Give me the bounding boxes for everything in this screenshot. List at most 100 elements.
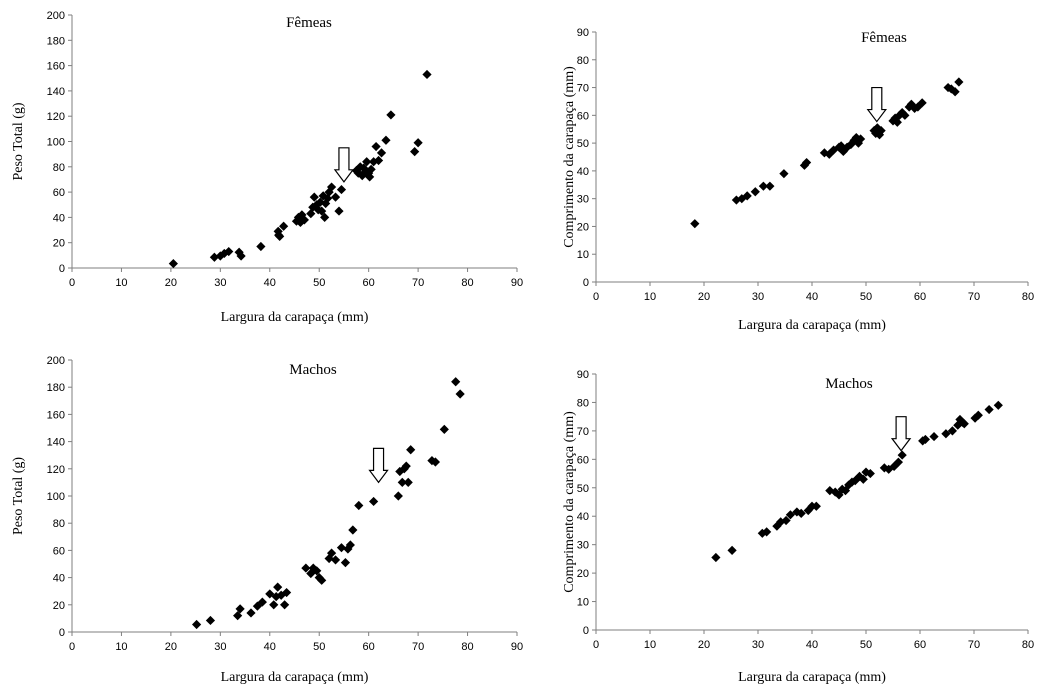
data-point bbox=[330, 555, 341, 565]
x-tick-label: 10 bbox=[115, 641, 127, 653]
x-tick-label: 20 bbox=[698, 639, 710, 651]
data-point bbox=[897, 107, 907, 118]
data-point bbox=[224, 246, 234, 257]
data-point bbox=[205, 615, 216, 626]
data-point bbox=[280, 600, 290, 610]
y-tick-label: 10 bbox=[577, 249, 589, 261]
x-tick-label: 0 bbox=[593, 639, 599, 651]
x-tick-label: 50 bbox=[313, 641, 325, 653]
x-axis-title: Largura da carapaça (mm) bbox=[221, 670, 369, 685]
data-point bbox=[861, 467, 871, 477]
y-tick-label: 200 bbox=[47, 355, 65, 367]
data-point bbox=[365, 172, 375, 182]
data-point bbox=[299, 215, 309, 225]
y-tick-label: 90 bbox=[577, 27, 589, 39]
data-point bbox=[269, 600, 279, 610]
data-point bbox=[345, 540, 355, 550]
chart-panel-2: 0 10 20 30 40 50 60 70 80 90 0 10 20 30 40 50 60 70 80 Fême… bbox=[562, 27, 1034, 333]
data-point bbox=[275, 231, 285, 241]
x-axis-title: Largura da carapaça (mm) bbox=[738, 318, 886, 333]
data-point bbox=[765, 181, 775, 191]
data-point bbox=[318, 191, 328, 201]
y-tick-label: 30 bbox=[577, 194, 589, 206]
y-tick-label: 20 bbox=[577, 568, 589, 580]
data-point bbox=[397, 477, 407, 487]
data-point bbox=[973, 410, 983, 420]
data-point bbox=[236, 251, 246, 261]
x-tick-label: 0 bbox=[69, 277, 75, 289]
data-point bbox=[317, 206, 327, 216]
data-point bbox=[946, 84, 956, 94]
x-tick-label: 40 bbox=[806, 291, 818, 303]
panel-title: Machos bbox=[289, 362, 337, 378]
y-tick-label: 60 bbox=[53, 187, 65, 199]
data-point bbox=[950, 87, 960, 97]
data-point bbox=[386, 110, 396, 120]
y-axis-title: Comprimento da carapaça (mm) bbox=[562, 411, 577, 593]
data-point bbox=[256, 241, 266, 252]
x-tick-label: 10 bbox=[115, 277, 127, 289]
data-point bbox=[993, 400, 1003, 410]
data-point bbox=[308, 202, 318, 212]
y-tick-label: 60 bbox=[577, 454, 589, 466]
data-point bbox=[393, 491, 403, 501]
y-tick-label: 50 bbox=[577, 483, 589, 495]
data-point bbox=[876, 126, 886, 136]
data-point bbox=[371, 141, 381, 152]
y-tick-label: 60 bbox=[577, 110, 589, 122]
data-point bbox=[348, 525, 358, 535]
data-point bbox=[340, 558, 351, 568]
y-tick-label: 40 bbox=[577, 511, 589, 523]
data-point bbox=[871, 128, 881, 138]
y-tick-label: 20 bbox=[53, 238, 65, 250]
data-point bbox=[265, 589, 275, 599]
chart-panel-4: 0 10 20 30 40 50 60 70 80 90 0 10 20 30 40 50 60 70 80 Mach… bbox=[562, 369, 1034, 685]
data-point bbox=[796, 508, 806, 518]
x-tick-label: 70 bbox=[412, 277, 424, 289]
y-tick-label: 80 bbox=[53, 518, 65, 530]
data-point bbox=[320, 212, 330, 222]
data-point bbox=[954, 77, 964, 87]
data-point bbox=[858, 474, 868, 484]
data-point bbox=[884, 464, 894, 474]
x-tick-label: 50 bbox=[860, 639, 872, 651]
data-point bbox=[336, 543, 347, 553]
data-point bbox=[941, 429, 951, 439]
data-point bbox=[317, 575, 327, 585]
data-point bbox=[920, 434, 930, 445]
y-tick-label: 160 bbox=[47, 409, 65, 421]
data-point bbox=[381, 135, 391, 145]
x-tick-label: 30 bbox=[752, 639, 764, 651]
data-point bbox=[295, 217, 306, 228]
y-axis-title: Peso Total (g) bbox=[11, 102, 26, 180]
data-point bbox=[343, 544, 353, 554]
data-point bbox=[890, 113, 900, 123]
data-point bbox=[897, 450, 907, 460]
down-arrow-icon bbox=[368, 447, 389, 484]
data-point bbox=[323, 193, 333, 204]
data-point bbox=[829, 145, 839, 155]
x-tick-label: 0 bbox=[593, 291, 599, 303]
data-point bbox=[422, 69, 432, 80]
data-point bbox=[306, 568, 316, 579]
data-point bbox=[326, 182, 337, 192]
data-point bbox=[750, 187, 760, 197]
data-point bbox=[276, 590, 286, 600]
y-tick-label: 60 bbox=[53, 545, 65, 557]
data-point bbox=[781, 515, 791, 526]
data-point bbox=[953, 420, 963, 430]
x-tick-label: 30 bbox=[214, 641, 226, 653]
data-point bbox=[847, 477, 857, 487]
data-point bbox=[913, 102, 923, 112]
x-tick-label: 80 bbox=[461, 277, 473, 289]
data-point bbox=[906, 99, 916, 109]
x-tick-label: 80 bbox=[461, 641, 473, 653]
y-tick-label: 180 bbox=[47, 35, 65, 47]
data-point bbox=[844, 480, 854, 490]
down-arrow-icon bbox=[333, 147, 355, 183]
data-point bbox=[192, 619, 202, 630]
x-tick-label: 70 bbox=[412, 641, 424, 653]
data-point bbox=[803, 505, 813, 516]
data-point bbox=[892, 117, 902, 127]
